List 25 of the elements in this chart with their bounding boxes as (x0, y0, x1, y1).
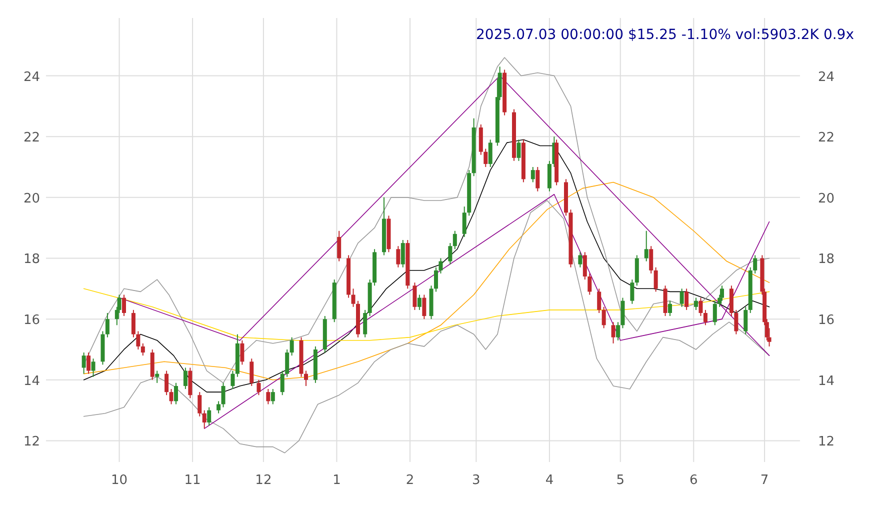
x-tick-label: 10 (111, 473, 128, 488)
x-tick-label: 7 (760, 473, 769, 488)
x-tick-label: 12 (255, 473, 272, 488)
x-tick-label: 3 (472, 473, 480, 488)
x-tick-label: 1 (332, 473, 341, 488)
y-tick-label: 14 (23, 374, 40, 389)
y-tick-label: 20 (23, 191, 40, 206)
y2-tick-label: 12 (818, 434, 835, 450)
x-tick-label: 11 (184, 473, 201, 488)
y2-tick-label: 22 (818, 130, 835, 146)
y-tick-label: 12 (23, 434, 40, 450)
x-tick-label: 5 (616, 473, 625, 488)
y2-tick-label: 14 (818, 374, 835, 389)
y2-tick-label: 24 (818, 70, 835, 85)
x-tick-label: 6 (689, 473, 698, 488)
x-tick-label: 2 (406, 473, 414, 488)
text: 2025.07.03 00:00:00 $15.25 -1.10% vol:5903.2K 0.9x (476, 27, 854, 43)
y-tick-label: 16 (23, 313, 40, 328)
y2-tick-label: 20 (818, 191, 835, 206)
x-tick-label: 4 (545, 473, 554, 488)
y2-tick-label: 18 (818, 252, 835, 268)
y2-tick-label: 16 (818, 313, 835, 328)
y-tick-label: 22 (23, 130, 40, 146)
y-tick-label: 24 (23, 70, 40, 85)
y-tick-label: 18 (23, 252, 40, 268)
